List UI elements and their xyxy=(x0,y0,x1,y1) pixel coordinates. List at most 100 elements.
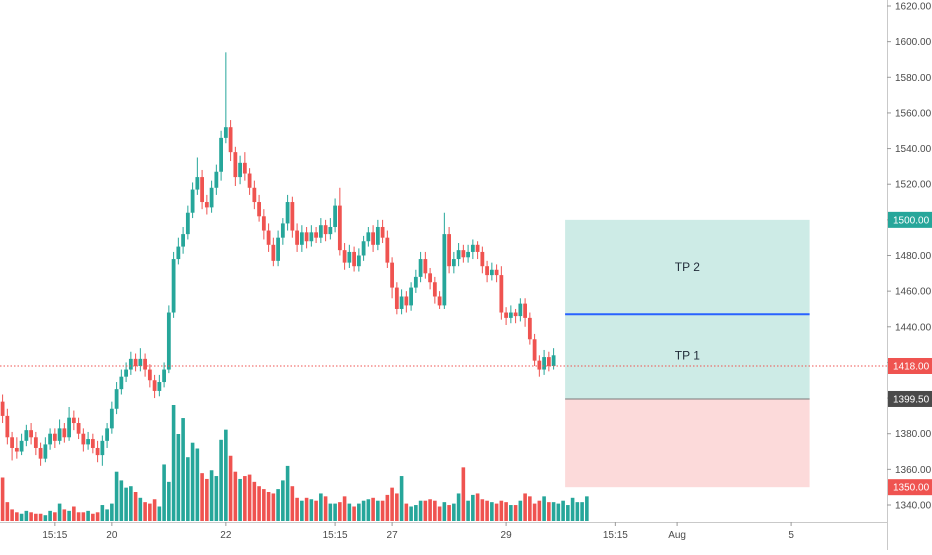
candle-body xyxy=(342,250,347,263)
stop-loss-zone[interactable] xyxy=(565,398,810,488)
candle-body xyxy=(295,230,299,245)
profit-zone[interactable] xyxy=(565,219,810,399)
candle-body xyxy=(109,408,114,429)
candle-body xyxy=(90,439,95,448)
price-tick-label: 1540.00 xyxy=(895,144,932,155)
volume-bar xyxy=(352,506,356,521)
candle xyxy=(485,260,489,283)
candle-body xyxy=(437,296,442,306)
candle-body xyxy=(532,339,537,361)
candle-body xyxy=(385,237,390,263)
candle-body xyxy=(271,244,276,261)
price-badge[interactable]: 1418.00 xyxy=(888,357,932,374)
price-badge[interactable]: 1399.50 xyxy=(888,390,932,407)
candle-body xyxy=(76,423,81,434)
volume-bar xyxy=(537,500,542,521)
price-tick-label: 1340.00 xyxy=(895,501,932,512)
volume-bar xyxy=(114,471,119,521)
volume-bar xyxy=(585,496,589,521)
volume-bar xyxy=(243,476,247,521)
volume-bar xyxy=(323,496,328,521)
volume-bar xyxy=(494,503,499,521)
candle-body xyxy=(43,444,48,459)
candle xyxy=(423,251,428,279)
volume-layer xyxy=(0,405,589,521)
price-axis[interactable]: 1340.001360.001380.001400.001420.001440.… xyxy=(887,0,932,550)
candle xyxy=(352,246,356,272)
candle xyxy=(109,401,114,434)
candle xyxy=(33,431,38,456)
candle xyxy=(342,243,347,270)
candle xyxy=(447,226,451,274)
volume-bar xyxy=(72,506,76,521)
volume-bar xyxy=(376,500,380,521)
candle xyxy=(195,157,200,195)
candle-body xyxy=(67,417,71,438)
volume-bar xyxy=(176,434,181,521)
volume-bar xyxy=(129,486,133,521)
candle xyxy=(252,180,257,210)
candle xyxy=(404,291,409,313)
candle-body xyxy=(152,380,157,391)
time-tick-label: 15:15 xyxy=(42,530,67,541)
price-badge[interactable]: 1350.00 xyxy=(888,479,932,496)
candle xyxy=(266,223,271,252)
volume-bar xyxy=(38,513,43,521)
candle-body xyxy=(513,312,518,317)
volume-bar xyxy=(304,497,309,521)
time-tick-label: 29 xyxy=(501,530,513,541)
candle-body xyxy=(233,152,238,178)
candle-body xyxy=(504,312,508,318)
candle-body xyxy=(185,212,190,235)
candle-body xyxy=(451,259,456,267)
tp2-label: TP 2 xyxy=(675,260,700,274)
volume-bar xyxy=(190,442,195,521)
volume-bar xyxy=(504,502,508,521)
volume-bar xyxy=(447,505,451,521)
price-badge[interactable]: 1500.00 xyxy=(888,211,932,228)
candle-body xyxy=(314,232,318,238)
candle xyxy=(76,417,81,440)
candle xyxy=(475,241,480,260)
tp1-label: TP 1 xyxy=(675,348,700,362)
time-axis-background xyxy=(0,522,887,550)
candle-body xyxy=(157,382,162,391)
volume-bar xyxy=(456,493,461,521)
candle xyxy=(413,269,418,293)
volume-bar xyxy=(119,480,124,521)
volume-bar xyxy=(461,467,466,521)
candle-body xyxy=(527,317,532,340)
candle xyxy=(57,419,62,445)
volume-bar xyxy=(100,505,105,521)
candle-body xyxy=(29,430,33,438)
candle xyxy=(242,152,247,181)
candle xyxy=(147,364,152,388)
candle xyxy=(456,243,461,267)
volume-bar xyxy=(228,455,233,521)
volume-bar xyxy=(532,503,537,521)
candle-body xyxy=(480,251,485,267)
candle-body xyxy=(252,187,257,203)
time-axis[interactable]: 15:15 20 22 15:15 27 29 15:15 Aug 5 xyxy=(0,522,887,550)
volume-bar xyxy=(490,502,494,521)
volume-bar xyxy=(570,497,575,521)
candle xyxy=(223,52,228,144)
position-zone[interactable]: TP 2 TP 1 xyxy=(565,219,810,488)
volume-bar xyxy=(485,500,489,521)
candle xyxy=(38,442,43,466)
candle xyxy=(333,198,337,233)
candle xyxy=(214,164,219,195)
price-tick-label: 1460.00 xyxy=(895,287,932,298)
volume-bar xyxy=(247,474,252,521)
candle xyxy=(280,218,285,245)
candle xyxy=(143,353,147,377)
candle-body xyxy=(475,244,480,252)
volume-bar xyxy=(10,509,14,521)
candle-body xyxy=(352,251,356,267)
volume-bar xyxy=(214,476,219,521)
volume-bar xyxy=(580,502,584,521)
price-axis-background xyxy=(887,0,932,550)
volume-bar xyxy=(333,503,337,521)
